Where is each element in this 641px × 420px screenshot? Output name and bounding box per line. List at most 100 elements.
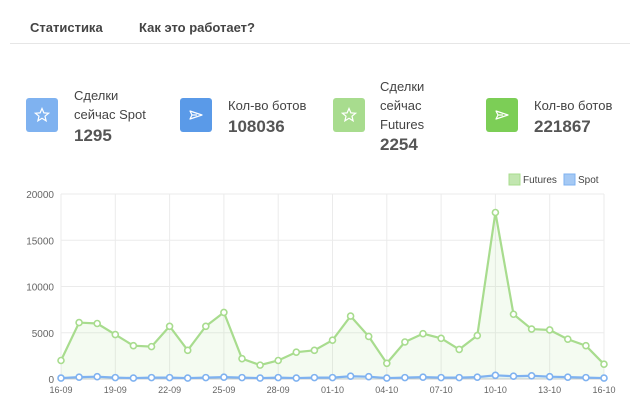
data-point-spot <box>401 373 409 382</box>
data-point-futures <box>256 361 264 369</box>
y-tick-label: 20000 <box>26 190 54 201</box>
rocket-icon <box>486 98 518 132</box>
data-point-futures <box>93 319 101 328</box>
data-point-spot <box>93 372 101 381</box>
data-point-spot <box>600 374 608 382</box>
x-tick-label: 19-09 <box>104 385 127 395</box>
data-point-spot <box>437 373 445 382</box>
data-point-spot <box>292 374 301 382</box>
x-tick-label: 16-10 <box>592 385 615 395</box>
y-tick-label: 5000 <box>32 329 55 340</box>
data-point-futures <box>582 341 590 350</box>
tab-how-it-works[interactable]: Как это работает? <box>139 20 255 35</box>
legend-label-futures: Futures <box>523 175 557 186</box>
data-point-spot <box>202 373 210 382</box>
data-point-spot <box>455 373 464 382</box>
y-tick-label: 10000 <box>26 283 54 294</box>
tab-statistics[interactable]: Статистика <box>30 20 103 35</box>
chart-series <box>57 208 608 382</box>
data-point-spot <box>274 373 283 382</box>
data-point-spot <box>238 373 246 382</box>
data-point-spot <box>563 373 572 381</box>
data-point-spot <box>310 373 319 382</box>
data-point-futures <box>600 360 608 368</box>
data-point-futures <box>382 359 391 368</box>
data-point-spot <box>419 373 427 381</box>
data-point-futures <box>455 345 464 354</box>
data-point-futures <box>220 308 228 317</box>
data-point-spot <box>346 372 355 381</box>
y-tick-label: 0 <box>48 375 54 386</box>
data-point-futures <box>346 312 355 320</box>
data-point-futures <box>527 325 536 333</box>
data-point-spot <box>527 371 536 380</box>
y-tick-label: 15000 <box>26 236 54 247</box>
stat-value-spot-bots: 108036 <box>228 117 285 136</box>
rocket-icon <box>180 98 212 132</box>
star-icon <box>26 98 58 132</box>
data-point-spot <box>111 373 120 382</box>
data-point-spot <box>545 372 554 381</box>
x-tick-label: 10-10 <box>484 385 507 395</box>
stat-value-spot-deals: 1295 <box>74 126 112 145</box>
x-tick-label: 16-09 <box>49 385 72 395</box>
y-axis-ticks: 0 5000 10000 15000 20000 <box>26 190 54 386</box>
stat-label-spot-deals: Сделки сейчас Spot <box>74 88 146 122</box>
data-point-futures <box>165 322 174 331</box>
star-icon <box>333 98 365 132</box>
data-point-spot <box>57 374 65 382</box>
data-point-spot <box>256 374 264 382</box>
data-point-spot <box>147 373 156 382</box>
data-point-spot <box>328 373 337 382</box>
chart-legend: Futures Spot <box>508 173 599 186</box>
legend-swatch-spot <box>563 173 576 186</box>
x-tick-label: 01-10 <box>321 385 344 395</box>
stat-value-futures-bots: 221867 <box>534 117 591 136</box>
data-point-futures <box>274 356 283 365</box>
data-point-futures <box>401 338 409 346</box>
line-chart: 0 5000 10000 15000 20000 16-09 19-09 22-09 25-0… <box>26 173 616 395</box>
legend-swatch-futures <box>508 173 521 186</box>
data-point-spot <box>473 373 482 381</box>
data-point-spot <box>75 373 83 381</box>
data-point-futures <box>437 334 445 343</box>
stat-label-futures-bots: Кол-во ботов <box>534 98 613 113</box>
x-tick-label: 04-10 <box>375 385 398 395</box>
data-point-futures <box>364 332 373 341</box>
data-point-spot <box>364 372 373 381</box>
stat-label-spot-bots: Кол-во ботов <box>228 98 307 113</box>
stat-value-futures-deals: 2254 <box>380 135 418 154</box>
data-point-spot <box>491 371 500 380</box>
data-point-futures <box>310 346 319 355</box>
data-point-futures <box>419 329 427 338</box>
x-tick-label: 13-10 <box>538 385 561 395</box>
x-tick-label: 25-09 <box>212 385 235 395</box>
data-point-futures <box>328 336 337 344</box>
x-axis-ticks: 16-09 19-09 22-09 25-09 28-09 01-10 04-10 07-10… <box>49 385 615 395</box>
data-point-futures <box>238 354 246 363</box>
data-point-futures <box>111 330 120 339</box>
legend-label-spot: Spot <box>578 175 599 186</box>
data-point-futures <box>147 342 156 351</box>
data-point-spot <box>220 373 228 381</box>
data-point-futures <box>183 346 192 355</box>
x-tick-label: 28-09 <box>267 385 290 395</box>
data-point-spot <box>509 372 518 381</box>
data-point-futures <box>75 318 83 327</box>
data-point-futures <box>129 341 138 350</box>
data-point-spot <box>382 374 391 382</box>
data-point-futures <box>57 356 65 365</box>
stat-label-futures-deals: Сделки сейчас Futures <box>380 79 425 132</box>
data-point-futures <box>202 322 210 331</box>
data-point-futures <box>473 331 482 340</box>
data-point-spot <box>582 373 590 382</box>
tab-bar: Статистика Как это работает? <box>10 0 630 44</box>
x-tick-label: 07-10 <box>430 385 453 395</box>
data-point-futures <box>563 335 572 344</box>
data-point-futures <box>545 326 554 334</box>
data-point-futures <box>292 348 301 356</box>
data-point-spot <box>183 374 192 382</box>
data-point-spot <box>165 373 174 382</box>
data-point-futures <box>491 208 500 217</box>
series-area-futures <box>61 212 604 379</box>
